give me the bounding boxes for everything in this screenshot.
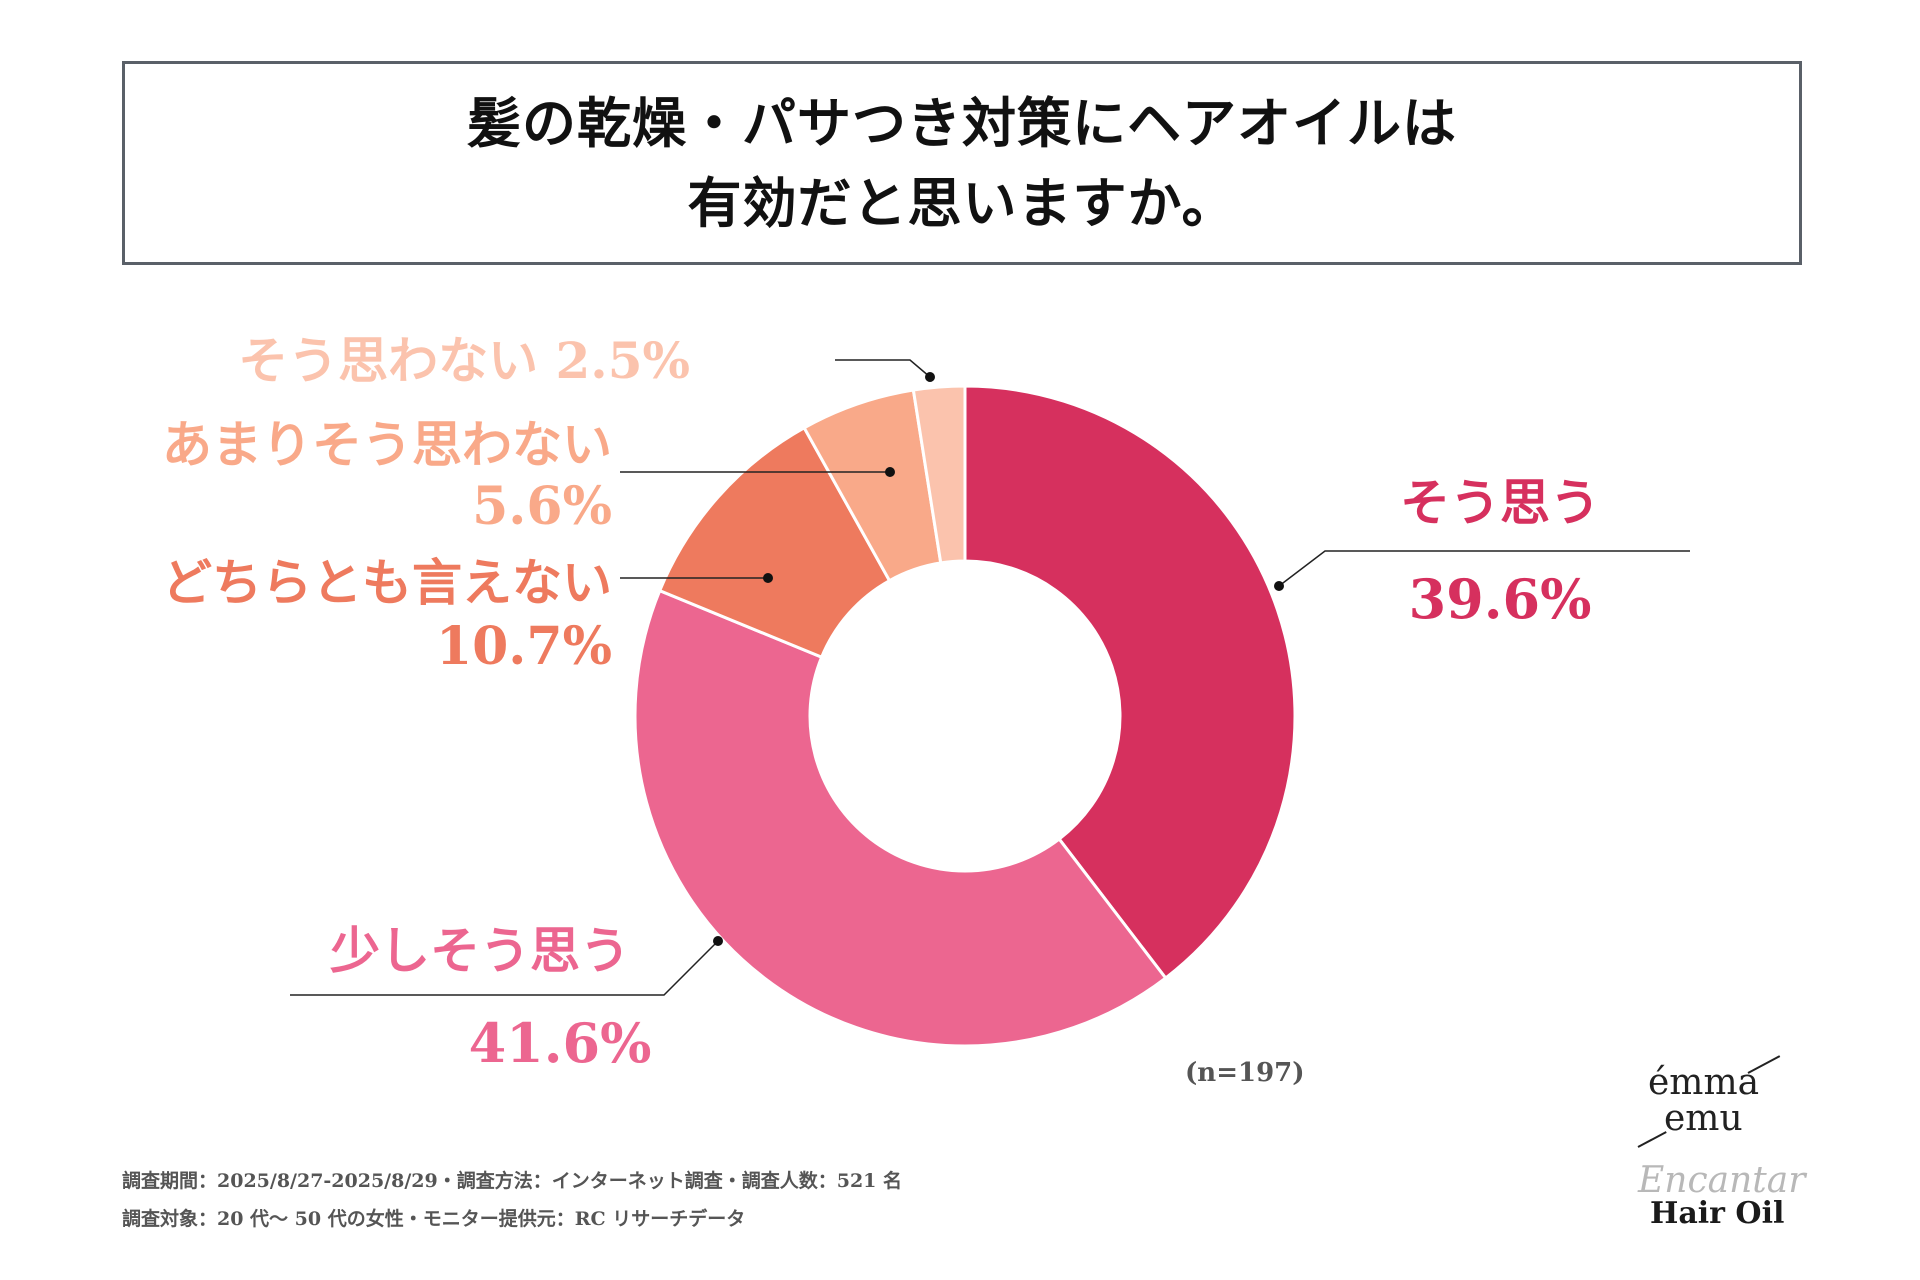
survey-footnote-1: 調査期間：2025/8/27-2025/8/29・調査方法：インターネット調査・… <box>122 1170 903 1192</box>
leader-dot-1 <box>1274 581 1284 591</box>
label-value-3: 10.7% <box>436 616 612 677</box>
label-category-4: あまりそう思わない <box>162 415 612 474</box>
leader-dot-4 <box>885 467 895 477</box>
donut-slice-2 <box>633 588 1168 1048</box>
brand-name-line-1: émma <box>1648 1062 1760 1103</box>
label-value-1: 39.6% <box>1409 567 1592 631</box>
survey-footnote-2: 調査対象：20 代～ 50 代の女性・モニター提供元：RC リサーチデータ <box>122 1208 746 1230</box>
brand-logo: émma emu Encantar Hair Oil <box>1620 1048 1820 1238</box>
title-box: 髪の乾燥・パサつき対策にヘアオイルは 有効だと思いますか。 <box>122 61 1802 265</box>
brand-script-text: Encantar <box>1638 1160 1806 1201</box>
title-line-1: 髪の乾燥・パサつき対策にヘアオイルは <box>467 91 1457 155</box>
leader-line-5 <box>835 359 931 378</box>
title-line-2: 有効だと思いますか。 <box>687 171 1237 235</box>
leader-line-1 <box>1278 550 1690 587</box>
sample-size-note: (n=197) <box>1185 1058 1305 1088</box>
leader-dot-3 <box>763 573 773 583</box>
donut-slice-5 <box>911 384 967 565</box>
brand-product-name: Hair Oil <box>1650 1196 1785 1231</box>
label-category-2: 少しそう思う <box>330 921 630 980</box>
label-category-1: そう思う <box>1400 473 1600 532</box>
label-value-4: 5.6% <box>472 476 612 537</box>
label-category-3: どちらとも言えない <box>162 553 612 612</box>
brand-name-line-2: emu <box>1664 1098 1743 1139</box>
leader-dot-5 <box>925 372 935 382</box>
label-value-2: 41.6% <box>469 1011 652 1075</box>
label-category-and-value-5: そう思わない 2.5% <box>238 331 690 390</box>
donut-slice-1 <box>963 384 1297 981</box>
leader-line-2 <box>290 940 719 996</box>
leader-dot-2 <box>713 936 723 946</box>
